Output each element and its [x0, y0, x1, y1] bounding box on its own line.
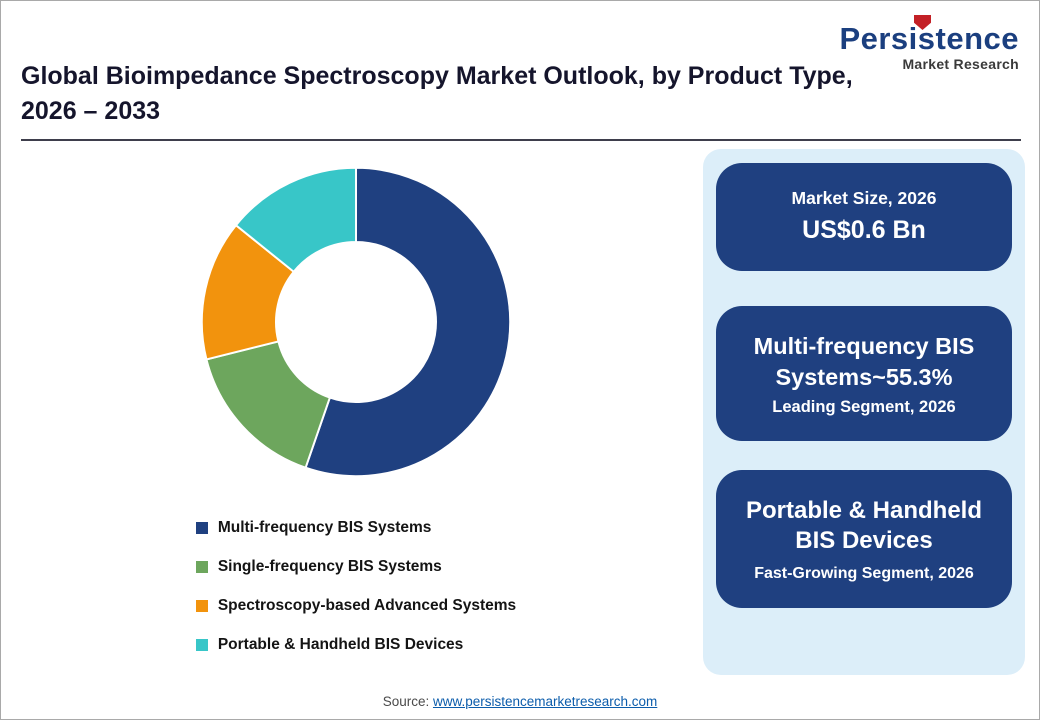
legend-label-multi-frequency: Multi-frequency BIS Systems	[217, 519, 432, 536]
fast-growing-segment-value: Portable & Handheld BIS Devices	[745, 497, 983, 555]
leading-segment-label: Leading Segment, 2026	[772, 398, 956, 417]
brand-logo: Persistence Market Research	[839, 13, 1019, 72]
logo-pin-icon	[914, 15, 931, 30]
legend-swatch-spectroscopy-advanced	[195, 600, 208, 612]
legend-label-portable-handheld: Portable & Handheld BIS Devices	[217, 636, 464, 653]
source-label: Source:	[382, 694, 433, 709]
info-panel: Market Size, 2026 US$0.6 Bn Multi-freque…	[703, 149, 1025, 675]
source-line: Source: www.persistencemarketresearch.co…	[1, 694, 1039, 709]
legend-swatch-single-frequency	[195, 561, 208, 573]
logo-name: Persistence	[839, 21, 1019, 56]
page-title-line2: 2026 – 2033	[21, 97, 161, 125]
title-divider	[21, 139, 1021, 141]
market-size-label: Market Size, 2026	[791, 188, 937, 208]
leading-segment-value: Multi-frequency BIS Systems~55.3%	[753, 333, 975, 390]
legend-item: Single-frequency BIS Systems	[195, 558, 516, 576]
donut-slice-1	[205, 340, 332, 469]
card-fast-growing-segment: Portable & Handheld BIS Devices Fast-Gro…	[716, 470, 1012, 609]
header: Global Bioimpedance Spectroscopy Market …	[1, 1, 1039, 141]
chart-column: Multi-frequency BIS Systems Single-frequ…	[15, 149, 697, 675]
source-link[interactable]: www.persistencemarketresearch.com	[432, 694, 658, 709]
donut-slice-3	[234, 166, 357, 274]
donut-slice-0	[304, 166, 512, 478]
legend-item: Multi-frequency BIS Systems	[195, 519, 516, 537]
page-title: Global Bioimpedance Spectroscopy Market …	[21, 59, 1021, 129]
main-content: Multi-frequency BIS Systems Single-frequ…	[1, 149, 1039, 675]
legend-swatch-portable-handheld	[195, 639, 208, 651]
legend-label-single-frequency: Single-frequency BIS Systems	[217, 558, 442, 575]
legend-item: Spectroscopy-based Advanced Systems	[195, 597, 517, 615]
card-market-size: Market Size, 2026 US$0.6 Bn	[716, 163, 1012, 271]
logo-subtitle: Market Research	[902, 56, 1019, 72]
legend-item: Portable & Handheld BIS Devices	[195, 636, 516, 654]
legend-label-spectroscopy-advanced: Spectroscopy-based Advanced Systems	[217, 597, 517, 614]
fast-growing-segment-label: Fast-Growing Segment, 2026	[754, 565, 974, 583]
card-leading-segment: Multi-frequency BIS Systems~55.3% Leadin…	[716, 306, 1012, 442]
market-size-value: US$0.6 Bn	[802, 216, 926, 244]
chart-legend: Multi-frequency BIS Systems Single-frequ…	[195, 519, 517, 654]
page-title-line1: Global Bioimpedance Spectroscopy Market …	[21, 62, 853, 90]
legend-swatch-multi-frequency	[195, 522, 208, 534]
donut-chart	[200, 166, 512, 478]
